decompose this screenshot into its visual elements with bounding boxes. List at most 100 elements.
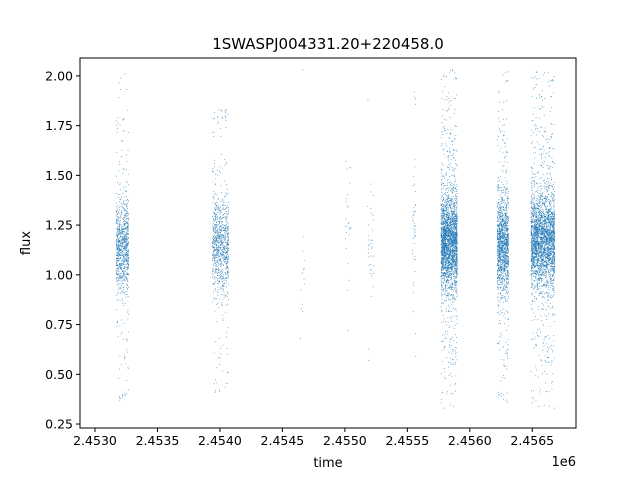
data-point xyxy=(451,262,453,263)
data-point xyxy=(445,310,447,312)
data-point xyxy=(445,258,446,260)
data-point xyxy=(454,363,456,365)
data-point xyxy=(445,320,447,322)
data-point xyxy=(304,260,306,262)
data-point xyxy=(451,211,453,213)
data-point xyxy=(412,311,414,313)
data-point xyxy=(223,265,224,266)
data-point xyxy=(443,183,444,185)
data-point xyxy=(453,260,454,262)
data-point xyxy=(452,140,453,142)
data-point xyxy=(219,206,221,208)
data-point xyxy=(441,285,443,287)
data-point xyxy=(451,282,453,284)
data-point xyxy=(453,254,455,256)
data-point xyxy=(449,245,451,247)
data-point xyxy=(117,273,119,275)
data-point xyxy=(450,250,452,252)
data-point xyxy=(219,229,220,231)
data-point xyxy=(452,243,454,245)
data-point xyxy=(227,271,229,273)
data-point xyxy=(453,252,454,254)
data-point xyxy=(455,235,457,237)
data-point xyxy=(442,235,444,236)
data-point xyxy=(455,163,457,164)
data-point xyxy=(121,239,123,240)
data-point xyxy=(445,232,447,234)
data-point xyxy=(448,229,450,231)
data-point xyxy=(220,255,222,257)
data-point xyxy=(445,239,447,241)
data-point xyxy=(215,244,217,246)
data-point xyxy=(445,214,447,215)
data-point xyxy=(442,255,443,256)
data-point xyxy=(127,200,129,202)
data-point xyxy=(123,119,125,121)
data-point xyxy=(121,291,123,293)
data-point xyxy=(455,224,457,226)
data-point xyxy=(119,223,120,225)
data-point xyxy=(370,191,372,193)
data-point xyxy=(449,287,451,289)
data-point xyxy=(126,278,128,280)
data-point xyxy=(222,278,224,279)
data-point xyxy=(214,247,215,248)
data-point xyxy=(441,259,443,261)
data-point xyxy=(445,308,447,310)
data-point xyxy=(455,224,457,226)
data-point xyxy=(456,216,458,217)
data-point xyxy=(224,256,225,258)
data-point xyxy=(228,268,230,270)
data-point xyxy=(223,259,225,260)
data-point xyxy=(440,220,442,222)
data-point xyxy=(218,281,220,282)
data-point xyxy=(441,223,443,225)
data-point xyxy=(443,257,444,259)
data-point xyxy=(445,270,447,272)
data-point xyxy=(441,229,443,230)
data-point xyxy=(456,261,458,262)
data-point xyxy=(496,224,498,226)
data-point xyxy=(116,213,118,215)
data-point xyxy=(220,271,221,273)
data-point xyxy=(448,235,450,237)
data-point xyxy=(116,257,118,259)
data-point xyxy=(217,236,219,238)
data-point xyxy=(447,230,449,231)
data-point xyxy=(117,251,119,253)
data-point xyxy=(504,255,505,257)
data-point xyxy=(212,118,214,119)
data-point xyxy=(221,238,223,240)
data-point xyxy=(442,164,444,166)
data-point xyxy=(119,264,121,265)
data-point xyxy=(222,263,224,265)
data-point xyxy=(453,260,454,261)
data-point xyxy=(440,222,442,224)
data-point xyxy=(221,250,223,252)
data-point xyxy=(120,233,121,235)
data-point xyxy=(448,304,449,306)
data-point xyxy=(452,231,454,232)
data-point xyxy=(454,198,456,200)
data-point xyxy=(412,220,414,222)
data-point xyxy=(448,271,450,273)
data-point xyxy=(300,308,302,310)
data-point xyxy=(218,208,220,210)
data-point xyxy=(452,218,454,219)
data-point xyxy=(502,268,504,269)
data-point xyxy=(453,167,455,169)
data-point xyxy=(446,244,448,246)
data-point xyxy=(213,352,215,354)
data-point xyxy=(444,251,445,253)
data-point xyxy=(127,173,129,175)
data-point xyxy=(128,331,129,333)
data-point xyxy=(213,247,215,249)
data-point xyxy=(118,246,120,248)
data-point xyxy=(125,205,127,207)
data-point xyxy=(447,242,449,244)
data-point xyxy=(500,248,502,250)
data-point xyxy=(452,245,454,246)
data-point xyxy=(412,220,414,222)
data-point xyxy=(443,231,445,233)
data-point xyxy=(214,257,216,259)
